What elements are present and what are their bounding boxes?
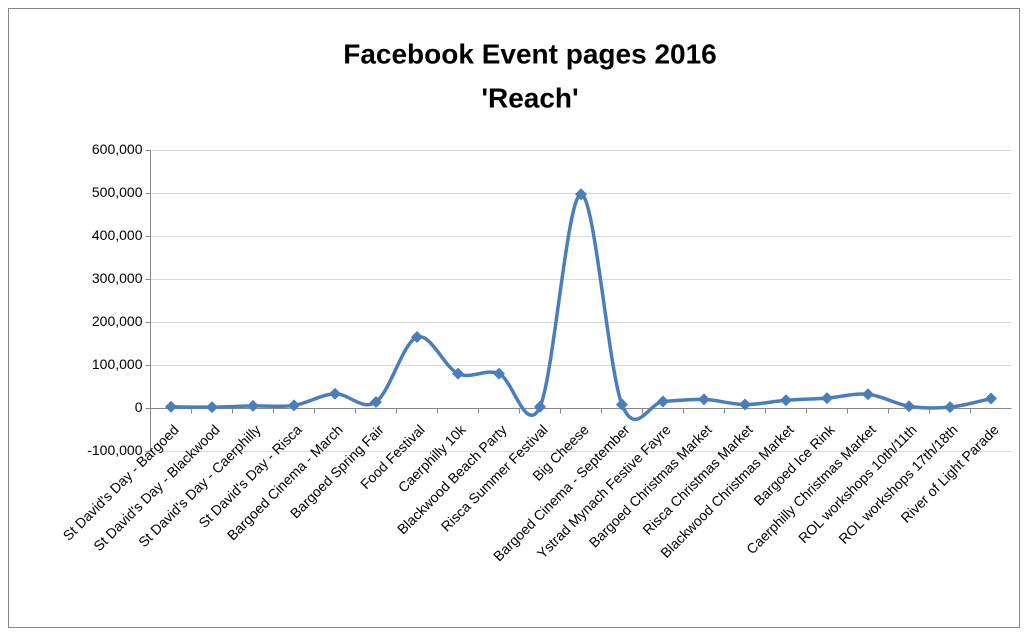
point-marker bbox=[370, 395, 382, 408]
chart-title: 'Reach' bbox=[481, 82, 578, 113]
point-marker bbox=[329, 387, 341, 400]
y-tick-label: 100,000 bbox=[92, 356, 143, 372]
chart-border bbox=[8, 8, 1020, 628]
point-marker bbox=[288, 399, 300, 412]
point-marker bbox=[739, 398, 751, 411]
y-tick-label: -100,000 bbox=[87, 442, 142, 458]
y-tick-label: 400,000 bbox=[92, 227, 143, 243]
point-marker bbox=[206, 401, 218, 414]
point-marker bbox=[985, 392, 997, 405]
point-marker bbox=[903, 400, 915, 413]
point-marker bbox=[165, 400, 177, 413]
point-marker bbox=[821, 392, 833, 405]
point-marker bbox=[534, 400, 546, 413]
y-tick-label: 300,000 bbox=[92, 270, 143, 286]
point-marker bbox=[452, 367, 464, 380]
chart-title: Facebook Event pages 2016 bbox=[343, 38, 717, 69]
point-marker bbox=[616, 398, 628, 411]
point-marker bbox=[411, 331, 423, 344]
y-tick-label: 600,000 bbox=[92, 141, 143, 157]
y-tick-label: 200,000 bbox=[92, 313, 143, 329]
point-marker bbox=[657, 395, 669, 408]
point-marker bbox=[493, 367, 505, 380]
y-tick-label: 0 bbox=[135, 399, 143, 415]
point-marker bbox=[575, 188, 587, 201]
point-marker bbox=[944, 401, 956, 414]
point-marker bbox=[862, 388, 874, 401]
y-tick-label: 500,000 bbox=[92, 184, 143, 200]
point-marker bbox=[780, 394, 792, 407]
point-marker bbox=[247, 399, 259, 412]
point-marker bbox=[698, 393, 710, 406]
